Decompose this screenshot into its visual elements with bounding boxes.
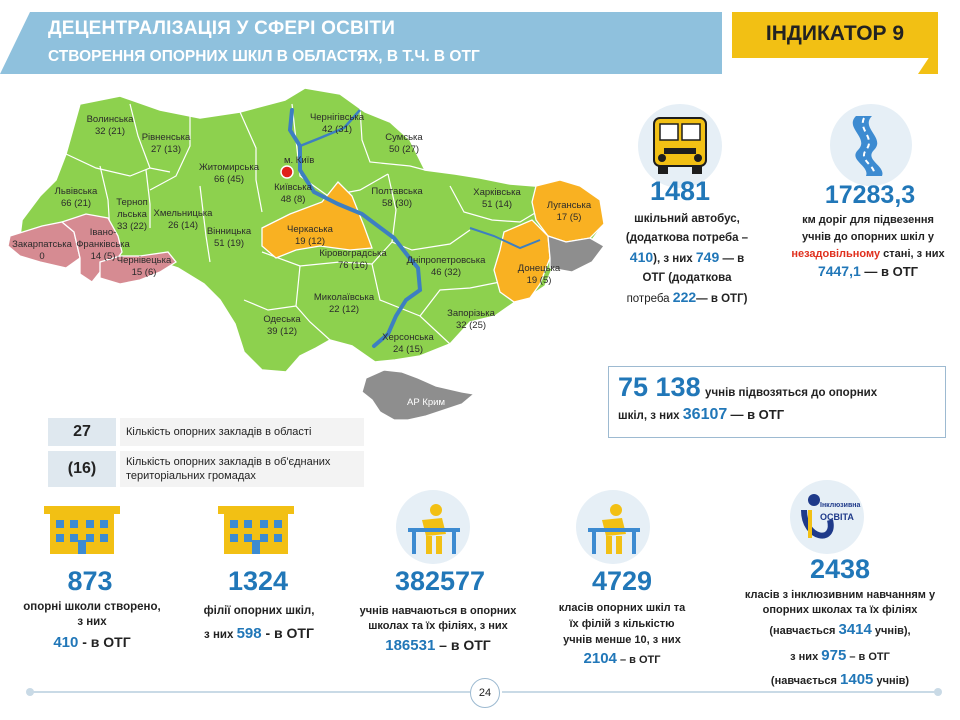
school-building-icon	[44, 506, 120, 554]
region-label: Одеська 39 (12)	[263, 314, 301, 337]
road-text: км доріг для підвезення учнів до опорних…	[791, 214, 945, 279]
stat-classes-text: класів опорних шкіл та їх філій з кількіс…	[558, 602, 686, 667]
bus-number: 1481	[649, 176, 711, 206]
indicator-badge	[732, 12, 938, 58]
page-subtitle: СТВОРЕННЯ ОПОРНИХ ШКІЛ В ОБЛАСТЯХ, В Т.Ч…	[48, 48, 480, 65]
map-occupied-east	[547, 235, 605, 273]
indicator-corner	[918, 44, 938, 74]
pupils-box	[608, 366, 946, 438]
stat-branches-text: філії опорних шкіл, з них 598 - в ОТГ	[203, 605, 315, 642]
logo-text-line1: Інклюзивна	[820, 502, 861, 509]
region-label: Черкаська 19 (12)	[287, 224, 333, 247]
region-label: Івано- Франківська 14 (5)	[76, 227, 130, 262]
bus-text: шкільний автобус, (додаткова потреба – 4…	[625, 213, 749, 305]
logo-text-line2: ОСВІТА	[820, 512, 854, 522]
map-donetska	[493, 219, 551, 303]
stat-inclusive-number: 2438	[809, 554, 871, 584]
region-label: Полтавська 58 (30)	[371, 186, 423, 209]
region-label: Херсонська 24 (15)	[382, 332, 434, 355]
region-label-crimea: АР Крим	[407, 397, 445, 408]
region-label: Рівненська 27 (13)	[141, 132, 191, 155]
region-label: Вінницька 51 (19)	[206, 226, 252, 249]
ukraine-map	[7, 87, 605, 420]
header-banner	[0, 12, 722, 74]
region-label: Кіровоградська 76 (16)	[319, 248, 387, 271]
region-label: Сумська 50 (27)	[385, 132, 423, 155]
stat-branches-number: 1324	[227, 566, 289, 596]
bus-icon	[638, 104, 722, 188]
map-zakarpatska	[7, 221, 81, 269]
map-river-donets	[469, 227, 541, 250]
stat-inclusive-text: класів з інклюзивним навчанням у опорних …	[744, 589, 936, 688]
page-title: ДЕЦЕНТРАЛІЗАЦІЯ У СФЕРІ ОСВІТИ	[48, 18, 396, 39]
footer-dot-left	[26, 688, 34, 696]
stat-students-number: 382577	[394, 566, 486, 596]
footer-dot-right	[934, 688, 942, 696]
region-label: Луганська 17 (5)	[546, 200, 592, 223]
region-label: Донецька 19 (5)	[517, 263, 561, 286]
header-wedge	[0, 12, 30, 74]
inclusive-education-logo: Інклюзивна ОСВІТА	[790, 480, 864, 554]
footer-line-left	[30, 691, 470, 693]
stat-schools-text: опорні школи створено, з них 410 - в ОТГ	[23, 601, 161, 651]
region-label: Житомирська 66 (45)	[198, 162, 260, 185]
stat-schools-number: 873	[67, 566, 113, 596]
student-desk-icon	[396, 490, 470, 564]
footer-line-right	[502, 691, 938, 693]
indicator-label: ІНДИКАТОР 9	[765, 22, 905, 45]
stat-classes-number: 4729	[591, 566, 653, 596]
map-chernivetska	[99, 251, 177, 285]
map-cherkaska	[261, 181, 373, 259]
map-capital-label: м. Київ	[284, 155, 315, 166]
region-label: Чернігівська 42 (31)	[309, 112, 365, 135]
map-river-desna	[299, 109, 361, 148]
region-label: Волинська 32 (21)	[86, 114, 134, 137]
region-label: Хмельницька 26 (14)	[153, 208, 213, 231]
road-icon	[830, 104, 912, 186]
stat-students-text: учнів навчаються в опорних школах та їх ф…	[359, 605, 517, 654]
map-river-dnipro	[287, 108, 423, 348]
school-branch-icon	[218, 506, 294, 554]
pupils-line1: 75 138 учнів підвозяться до опорних	[618, 372, 878, 402]
region-label: Терноп льська 33 (22)	[116, 197, 148, 232]
region-label: Запорізька 32 (25)	[447, 308, 495, 331]
page-number: 24	[470, 678, 500, 708]
region-label: Львівська 66 (21)	[54, 186, 98, 209]
region-label: Харківська 51 (14)	[473, 187, 521, 210]
road-number: 17283,3	[824, 181, 916, 209]
classroom-icon	[576, 490, 650, 564]
legend-text-total: Кількість опорних закладів в області	[120, 418, 364, 446]
map-crimea	[361, 369, 476, 420]
region-label: Закарпатська 0	[12, 239, 72, 262]
region-label: Миколаївська 22 (12)	[313, 292, 375, 315]
legend-text-otg: Кількість опорних закладів в об'єднаних …	[120, 451, 364, 487]
region-label: Дніпропетровська 46 (32)	[406, 255, 486, 278]
legend-key-otg: (16)	[48, 451, 116, 487]
map-kyiv-marker	[280, 165, 294, 179]
legend-key-total: 27	[48, 418, 116, 446]
pupils-line2: шкіл, з них 36107 — в ОТГ	[618, 406, 785, 423]
region-label: Чернівецька 15 (6)	[116, 255, 172, 278]
region-label: Київська 48 (8)	[274, 182, 312, 205]
